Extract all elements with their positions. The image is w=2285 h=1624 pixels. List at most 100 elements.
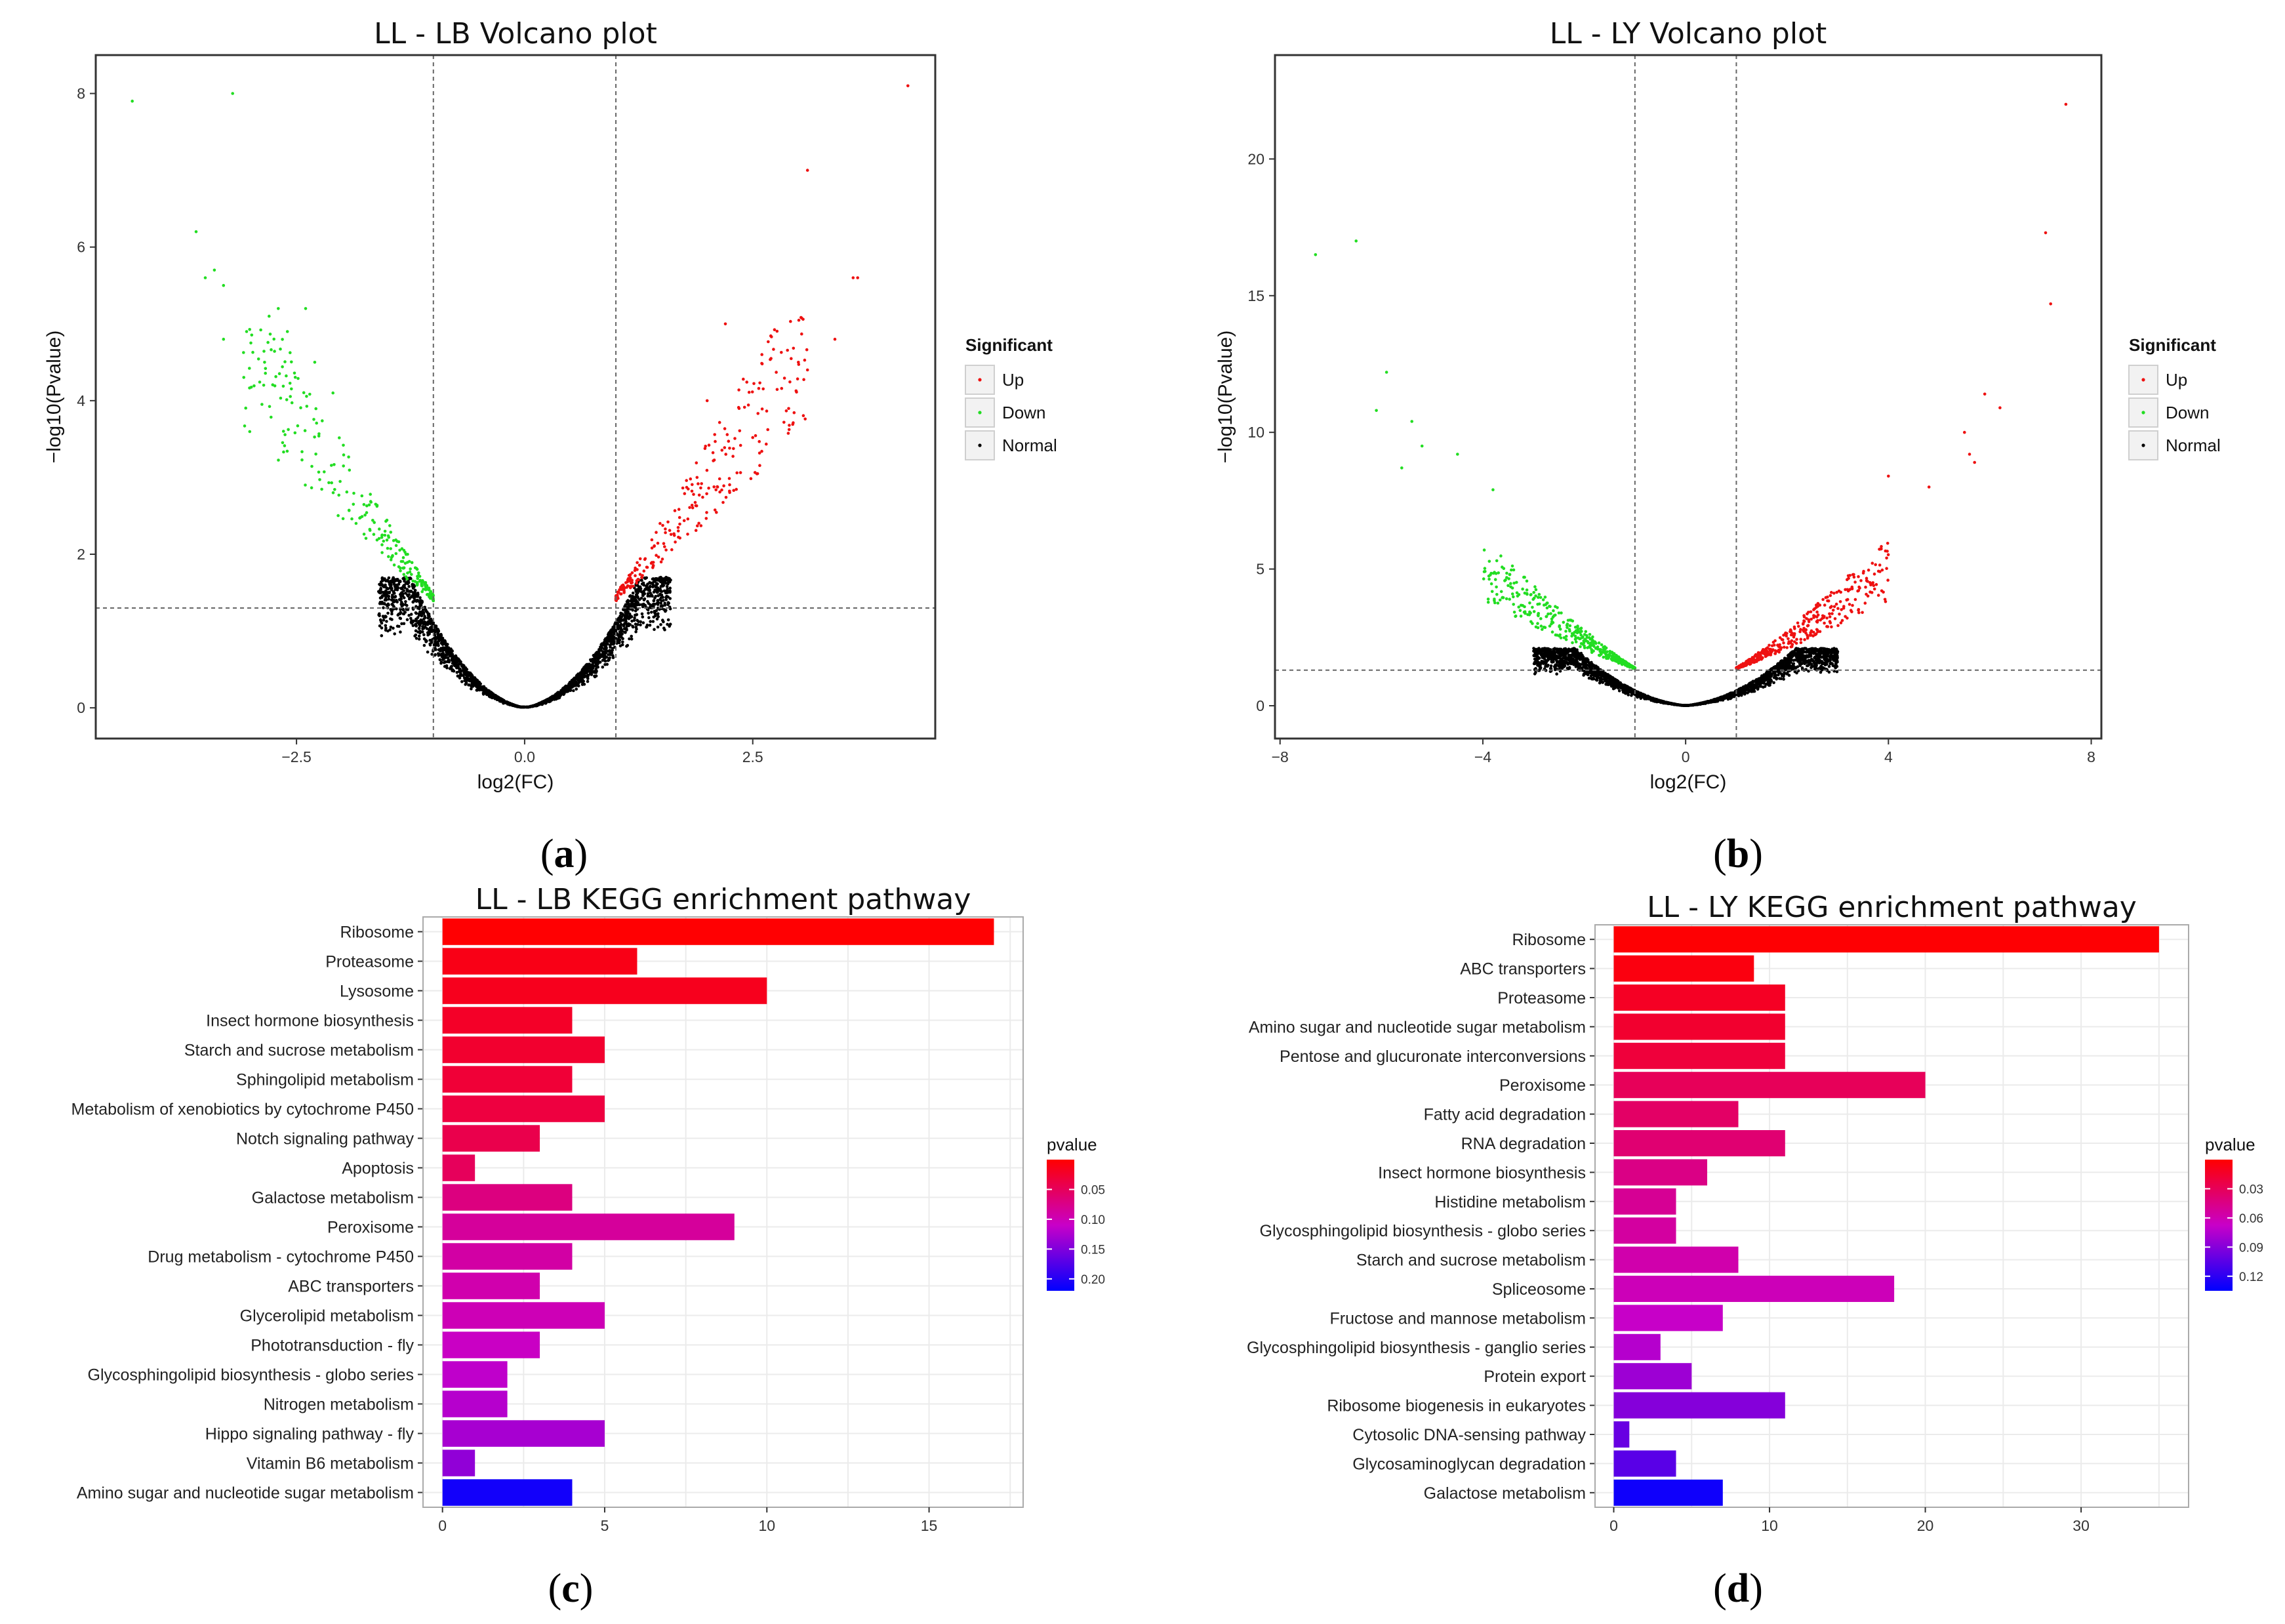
down-point — [293, 376, 297, 379]
down-point — [304, 483, 307, 487]
normal-point — [627, 622, 630, 626]
normal-point — [407, 584, 411, 588]
up-point — [636, 568, 639, 571]
up-point — [749, 477, 753, 480]
normal-point — [428, 632, 431, 636]
normal-point — [456, 662, 460, 666]
normal-point — [593, 655, 596, 659]
normal-point — [565, 685, 569, 689]
up-point — [738, 471, 742, 474]
up-point — [756, 412, 759, 415]
normal-point — [659, 623, 662, 626]
up-point — [766, 428, 769, 432]
normal-point — [615, 621, 619, 625]
normal-point — [471, 680, 475, 683]
normal-point — [637, 590, 640, 593]
normal-point — [618, 614, 622, 618]
normal-point — [1596, 666, 1600, 670]
normal-point — [632, 619, 636, 622]
normal-point — [414, 622, 417, 626]
normal-point — [636, 584, 639, 587]
up-point — [712, 485, 716, 489]
up-point — [760, 449, 763, 453]
normal-point — [568, 687, 572, 691]
normal-point — [622, 613, 625, 617]
up-point — [724, 453, 727, 456]
normal-point — [417, 638, 421, 641]
normal-point — [641, 594, 645, 597]
normal-point — [390, 596, 394, 599]
normal-point — [418, 626, 421, 630]
down-point — [321, 419, 324, 422]
normal-point — [499, 699, 502, 702]
normal-point — [655, 586, 658, 589]
down-point — [364, 537, 368, 540]
normal-point — [657, 579, 660, 582]
down-point — [341, 517, 345, 521]
normal-point — [597, 650, 601, 654]
normal-point — [409, 620, 413, 624]
normal-point — [657, 601, 660, 604]
normal-point — [1808, 647, 1811, 651]
normal-point — [385, 620, 388, 623]
up-point — [658, 521, 662, 525]
normal-point — [444, 649, 447, 652]
up-point — [754, 434, 758, 437]
normal-point — [1594, 672, 1598, 676]
normal-point — [418, 631, 422, 635]
normal-point — [445, 666, 449, 670]
up-point — [775, 329, 779, 333]
up-point — [694, 529, 698, 532]
up-point — [738, 429, 742, 433]
normal-point — [405, 618, 409, 622]
normal-point — [649, 620, 652, 623]
up-point — [699, 524, 703, 527]
up-point — [906, 84, 910, 88]
down-point — [262, 350, 266, 353]
up-point — [620, 584, 624, 588]
normal-point — [439, 632, 443, 636]
down-point — [248, 367, 251, 370]
normal-point — [1560, 666, 1563, 669]
normal-point — [548, 698, 552, 701]
normal-point — [593, 675, 597, 679]
normal-point — [618, 644, 622, 647]
normal-point — [586, 662, 590, 666]
up-point — [782, 376, 786, 380]
up-point — [705, 492, 708, 496]
normal-point — [422, 617, 426, 620]
down-point — [300, 450, 304, 453]
up-point — [635, 581, 638, 585]
down-point — [264, 367, 268, 371]
up-point — [630, 584, 634, 588]
normal-point — [460, 669, 463, 673]
normal-point — [628, 612, 632, 616]
up-point — [718, 420, 721, 424]
normal-point — [390, 612, 394, 616]
normal-point — [423, 615, 426, 618]
up-point — [712, 459, 715, 462]
up-point — [707, 443, 711, 447]
up-point — [664, 531, 667, 535]
down-point — [248, 386, 251, 390]
up-point — [637, 563, 641, 567]
normal-point — [426, 613, 430, 617]
normal-point — [407, 590, 410, 593]
down-point — [253, 384, 256, 388]
up-point — [775, 371, 778, 374]
normal-point — [392, 603, 395, 607]
normal-point — [468, 683, 471, 687]
normal-point — [444, 653, 448, 657]
normal-point — [1543, 647, 1546, 651]
normal-point — [403, 603, 407, 606]
up-point — [803, 358, 807, 362]
down-point — [399, 559, 403, 563]
down-point — [274, 375, 277, 378]
normal-point — [526, 705, 529, 709]
down-point — [131, 99, 134, 103]
normal-point — [392, 600, 395, 604]
up-point — [792, 421, 795, 424]
y-tick-label: 4 — [77, 392, 85, 409]
up-point — [690, 504, 694, 507]
